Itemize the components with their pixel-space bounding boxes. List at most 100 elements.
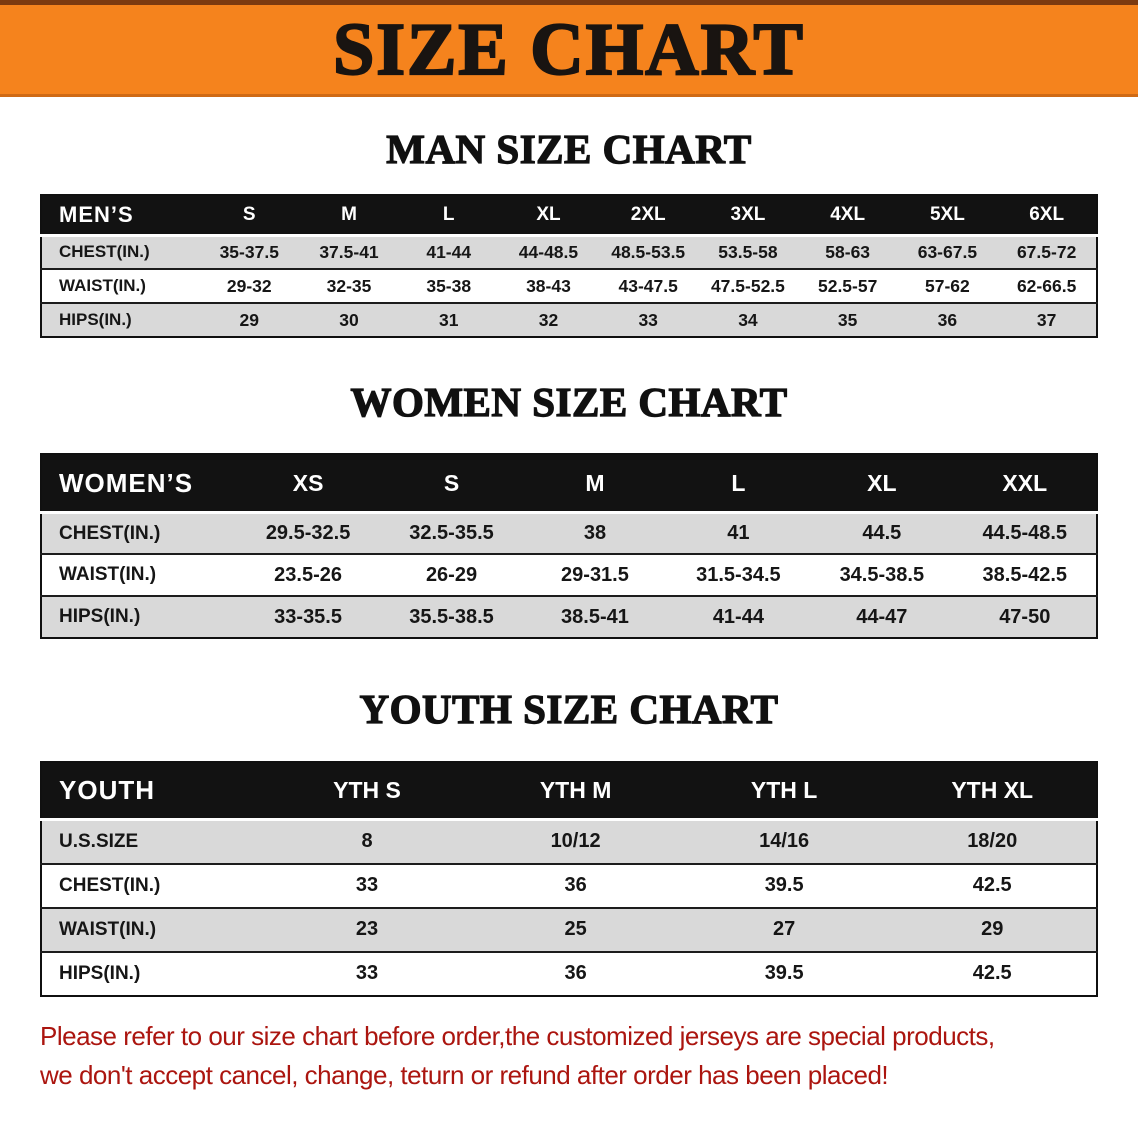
size-column-header: XS xyxy=(292,469,324,496)
size-value: 43-47.5 xyxy=(618,275,678,296)
header-row: YOUTH YTH S YTH M YTH L YTH XL xyxy=(41,761,1097,820)
size-value: 37 xyxy=(1036,309,1057,330)
size-value: 35 xyxy=(837,309,858,330)
row-label: HIPS(IN.) xyxy=(59,606,141,628)
row-label: HIPS(IN.) xyxy=(59,962,141,984)
size-value: 8 xyxy=(361,830,373,853)
size-column-header: YTH L xyxy=(750,776,818,803)
row-label: CHEST(IN.) xyxy=(59,874,161,896)
size-value: 47-50 xyxy=(999,605,1051,628)
size-value: 29 xyxy=(981,918,1004,941)
size-column-header: XXL xyxy=(1002,469,1048,496)
size-column-header: L xyxy=(731,469,746,496)
size-value: 53.5-58 xyxy=(718,241,778,262)
size-column-header: 2XL xyxy=(630,203,666,225)
size-column-header: 3XL xyxy=(730,203,766,225)
size-value: 38.5-42.5 xyxy=(982,563,1068,586)
size-value: 29 xyxy=(239,309,259,330)
measurement-row: WAIST(IN.) 29-32 32-35 35-38 38-43 43-47.5 47.… xyxy=(41,269,1097,304)
size-value: 48.5-53.5 xyxy=(611,241,686,262)
size-column-header: YTH S xyxy=(333,776,401,803)
size-column-header: XL xyxy=(867,469,897,496)
size-value: 36 xyxy=(564,962,587,985)
size-value: 32-35 xyxy=(326,275,372,296)
men-size-table: MEN’S S M L XL 2XL 3XL 4XL 5XL 6XL CHEST(IN.) 35-37… xyxy=(40,194,1098,339)
size-value: 35.5-38.5 xyxy=(409,605,494,628)
size-value: 27 xyxy=(773,918,796,941)
size-value: 31.5-34.5 xyxy=(696,563,781,586)
size-value: 36 xyxy=(937,309,958,330)
men-section: MAN SIZE CHART MEN’S S M L XL 2XL 3XL 4XL 5XL 6XL… xyxy=(0,125,1138,339)
size-column-header: L xyxy=(442,203,455,225)
measurement-row: WAIST(IN.) 23 25 27 29 xyxy=(41,907,1097,952)
measurement-row: WAIST(IN.) 23.5-26 26-29 29-31.5 31.5-34.5 34… xyxy=(41,554,1097,597)
row-label: U.S.SIZE xyxy=(59,830,139,852)
banner: SIZE CHART xyxy=(0,0,1138,97)
row-label: CHEST(IN.) xyxy=(59,242,150,262)
size-value: 32 xyxy=(538,309,559,330)
size-value: 57-62 xyxy=(925,275,970,296)
row-label: HIPS(IN.) xyxy=(59,310,132,330)
size-value: 42.5 xyxy=(972,962,1012,985)
size-value: 67.5-72 xyxy=(1016,241,1077,262)
size-column-header: S xyxy=(242,203,256,225)
size-value: 23.5-26 xyxy=(274,563,342,586)
size-value: 38.5-41 xyxy=(561,605,629,628)
size-value: 44-47 xyxy=(856,605,908,628)
row-label: WAIST(IN.) xyxy=(59,564,157,586)
disclaimer-line-1: Please refer to our size chart before or… xyxy=(40,1020,995,1051)
size-column-header: 5XL xyxy=(929,203,965,225)
women-section: WOMEN SIZE CHART WOMEN’S XS S M L XL XXL CHEST(… xyxy=(0,378,1138,640)
size-value: 29-32 xyxy=(226,275,272,296)
youth-section: YOUTH SIZE CHART YOUTH YTH S YTH M YTH L YTH… xyxy=(0,685,1138,997)
size-value: 38 xyxy=(583,522,607,545)
size-value: 26-29 xyxy=(425,563,478,586)
size-value: 23 xyxy=(355,918,379,941)
youth-size-table: YOUTH YTH S YTH M YTH L YTH XL U.S.SIZE 8 10/12… xyxy=(40,760,1098,997)
size-value: 33 xyxy=(638,309,658,330)
size-value: 25 xyxy=(564,918,587,941)
size-value: 44.5 xyxy=(862,522,902,545)
size-value: 39.5 xyxy=(764,874,804,897)
size-value: 35-38 xyxy=(426,275,472,296)
measurement-row: CHEST(IN.) 33 36 39.5 42.5 xyxy=(41,863,1097,908)
size-value: 18/20 xyxy=(967,830,1018,853)
size-value: 29-31.5 xyxy=(561,563,629,586)
size-value: 33 xyxy=(355,962,379,985)
measurement-row: HIPS(IN.) 33-35.5 35.5-38.5 38.5-41 41-44 44-… xyxy=(41,596,1097,639)
size-value: 41 xyxy=(727,522,750,545)
measurement-row: CHEST(IN.) 29.5-32.5 32.5-35.5 38 41 44.5 44.5… xyxy=(41,512,1097,555)
header-row: WOMEN’S XS S M L XL XXL xyxy=(41,454,1097,513)
row-label: WAIST(IN.) xyxy=(59,918,157,940)
size-value: 44-48.5 xyxy=(518,241,579,262)
row-label: CHEST(IN.) xyxy=(59,522,161,544)
size-column-header: YTH XL xyxy=(951,776,1034,803)
size-column-header: M xyxy=(585,469,605,496)
size-value: 31 xyxy=(438,309,459,330)
size-column-header: YTH M xyxy=(539,776,612,803)
women-section-heading: WOMEN SIZE CHART xyxy=(350,379,788,426)
size-column-header: 4XL xyxy=(830,203,866,225)
size-value: 41-44 xyxy=(712,605,764,628)
size-value: 35-37.5 xyxy=(219,241,279,262)
size-value: 41-44 xyxy=(426,241,472,262)
measurement-row: CHEST(IN.) 35-37.5 37.5-41 41-44 44-48.5 48.5… xyxy=(41,235,1097,270)
measurement-row: HIPS(IN.) 29 30 31 32 33 34 35 36 37 xyxy=(41,303,1097,338)
row-label: WAIST(IN.) xyxy=(59,276,146,296)
size-value: 42.5 xyxy=(972,874,1012,897)
measurement-row: U.S.SIZE 8 10/12 14/16 18/20 xyxy=(41,819,1097,864)
size-value: 10/12 xyxy=(550,830,601,853)
table-title-cell: WOMEN’S xyxy=(59,467,194,498)
banner-title: SIZE CHART xyxy=(332,8,805,91)
size-column-header: 6XL xyxy=(1029,203,1065,225)
size-value: 52.5-57 xyxy=(817,275,878,296)
size-value: 63-67.5 xyxy=(917,241,978,262)
size-value: 58-63 xyxy=(825,241,871,262)
size-value: 33-35.5 xyxy=(274,605,342,628)
size-value: 14/16 xyxy=(759,830,810,853)
size-value: 33 xyxy=(355,874,379,897)
men-section-heading: MAN SIZE CHART xyxy=(386,125,752,172)
size-column-header: S xyxy=(443,469,460,496)
size-value: 36 xyxy=(564,874,587,897)
disclaimer-line-2: we don't accept cancel, change, teturn o… xyxy=(40,1059,889,1090)
